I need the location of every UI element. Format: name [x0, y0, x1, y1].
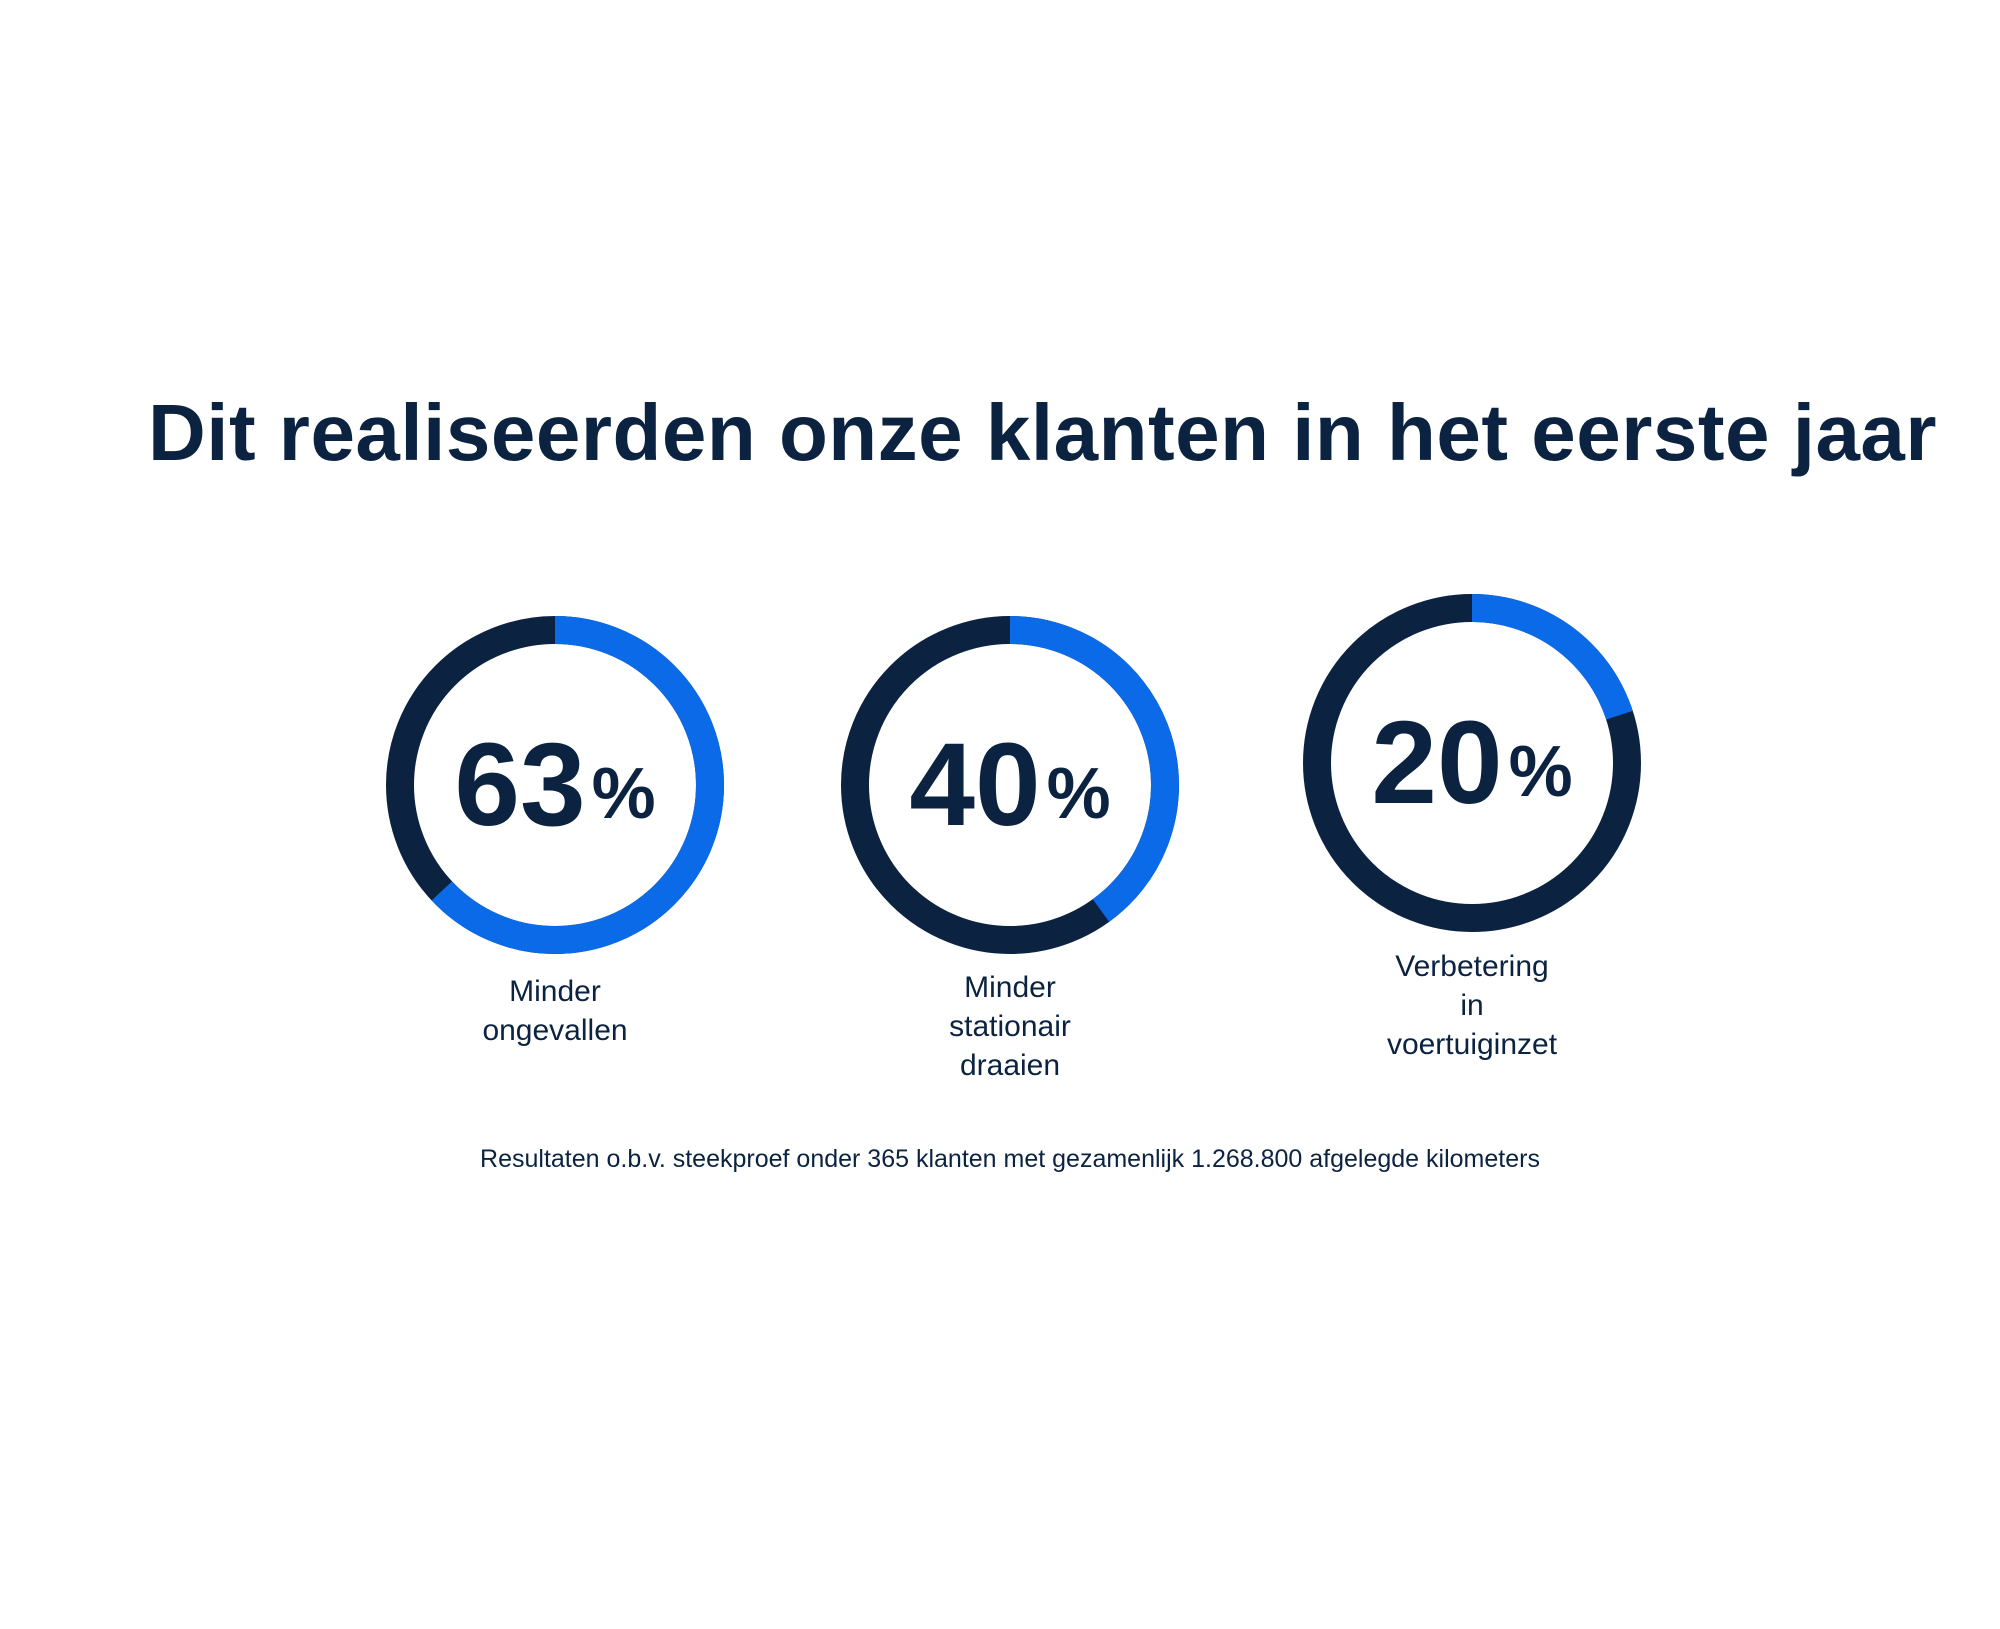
donut-label-accidents: Minder ongevallen — [385, 972, 725, 1050]
donut-svg — [386, 616, 724, 954]
label-line: Minder — [964, 971, 1056, 1004]
label-line: Verbetering — [1395, 950, 1549, 983]
label-line: voertuiginzet — [1386, 1028, 1558, 1061]
donut-label-vehicle-use: Verbetering in voertuiginzet — [1302, 947, 1642, 1064]
donut-value-arc — [1303, 594, 1641, 932]
donut-value-arc — [841, 616, 1179, 954]
label-line: Minder — [509, 975, 601, 1008]
page-title: Dit realiseerden onze klanten in het eer… — [147, 388, 1938, 477]
donut-chart-idling: 40% — [840, 615, 1180, 955]
donut-label-idling: Minder stationair draaien — [840, 968, 1180, 1085]
donut-value-arc — [386, 616, 724, 954]
label-line: in — [1460, 989, 1484, 1022]
label-line: draaien — [959, 1049, 1061, 1082]
donut-svg — [1303, 594, 1641, 932]
label-line: stationair — [949, 1010, 1071, 1043]
label-line: ongevallen — [482, 1014, 628, 1047]
donut-chart-accidents: 63% — [385, 615, 725, 955]
footnote: Resultaten o.b.v. steekproef onder 365 k… — [480, 1145, 1540, 1173]
donut-chart-vehicle-use: 20% — [1302, 593, 1642, 933]
donut-svg — [841, 616, 1179, 954]
